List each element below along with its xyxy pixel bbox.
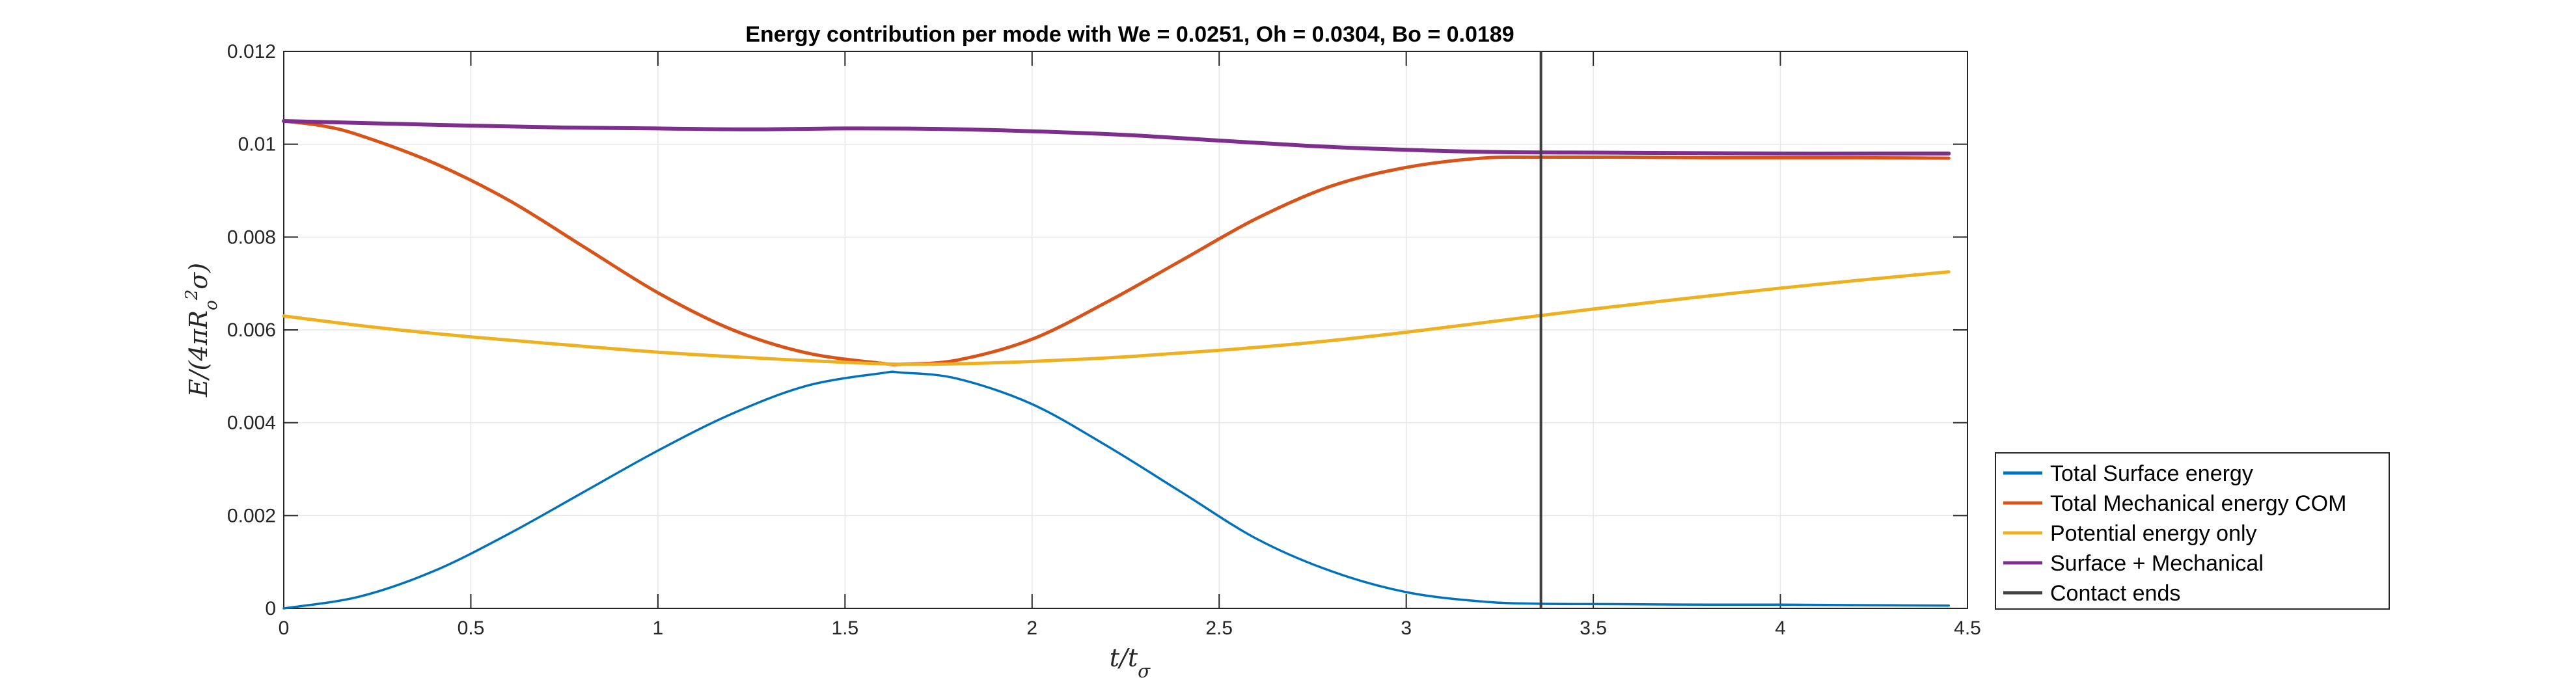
legend-box [1995, 452, 2390, 610]
x-tick-label: 0 [279, 617, 290, 639]
legend-entry-label: Contact ends [2050, 581, 2180, 606]
x-tick-label: 2.5 [1205, 617, 1233, 639]
series-lines [282, 119, 1951, 610]
legend-entry-label: Total Mechanical energy COM [2050, 491, 2346, 516]
series-line-surface-mechanical [282, 119, 1951, 156]
series-line-total-surface-energy [282, 370, 1951, 610]
y-tick-label: 0.006 [227, 319, 276, 341]
y-tick-label: 0.004 [227, 413, 276, 434]
chart-title: Energy contribution per mode with We = 0… [745, 22, 1514, 47]
x-tick-label: 2 [1026, 617, 1037, 639]
legend: Total Surface energy Total Mechanical ene… [1995, 452, 2390, 610]
y-tick-label: 0.008 [227, 226, 276, 248]
series-line-total-mechanical-energy-com [282, 119, 1951, 366]
x-tick-label: 4.5 [1954, 617, 1981, 639]
y-tick-label: 0.012 [227, 41, 276, 62]
y-tick-label: 0 [265, 598, 276, 619]
y-tick-label: 0.01 [238, 134, 276, 156]
x-tick-label: 3 [1401, 617, 1412, 639]
legend-entry-label: Potential energy only [2050, 521, 2257, 546]
tick-labels: 0 0.5 1 1.5 2 2.5 3 3.5 4 4.5 0 0.002 0.004 0.006 0.00… [227, 41, 1981, 639]
x-tick-label: 1 [653, 617, 664, 639]
axes-box [283, 51, 1968, 609]
x-tick-label: 0.5 [458, 617, 485, 639]
series-line-potential-energy-only [282, 270, 1951, 366]
legend-entry-label: Surface + Mechanical [2050, 551, 2264, 576]
axes [283, 51, 1968, 609]
y-axis-label: E/(4πRo2σ) [182, 263, 221, 398]
x-tick-label: 1.5 [831, 617, 858, 639]
y-tick-label: 0.002 [227, 505, 276, 526]
x-axis-label: t/tσ [1110, 644, 1151, 678]
x-tick-label: 4 [1775, 617, 1786, 639]
x-tick-label: 3.5 [1580, 617, 1607, 639]
legend-entry-label: Total Surface energy [2050, 461, 2253, 486]
